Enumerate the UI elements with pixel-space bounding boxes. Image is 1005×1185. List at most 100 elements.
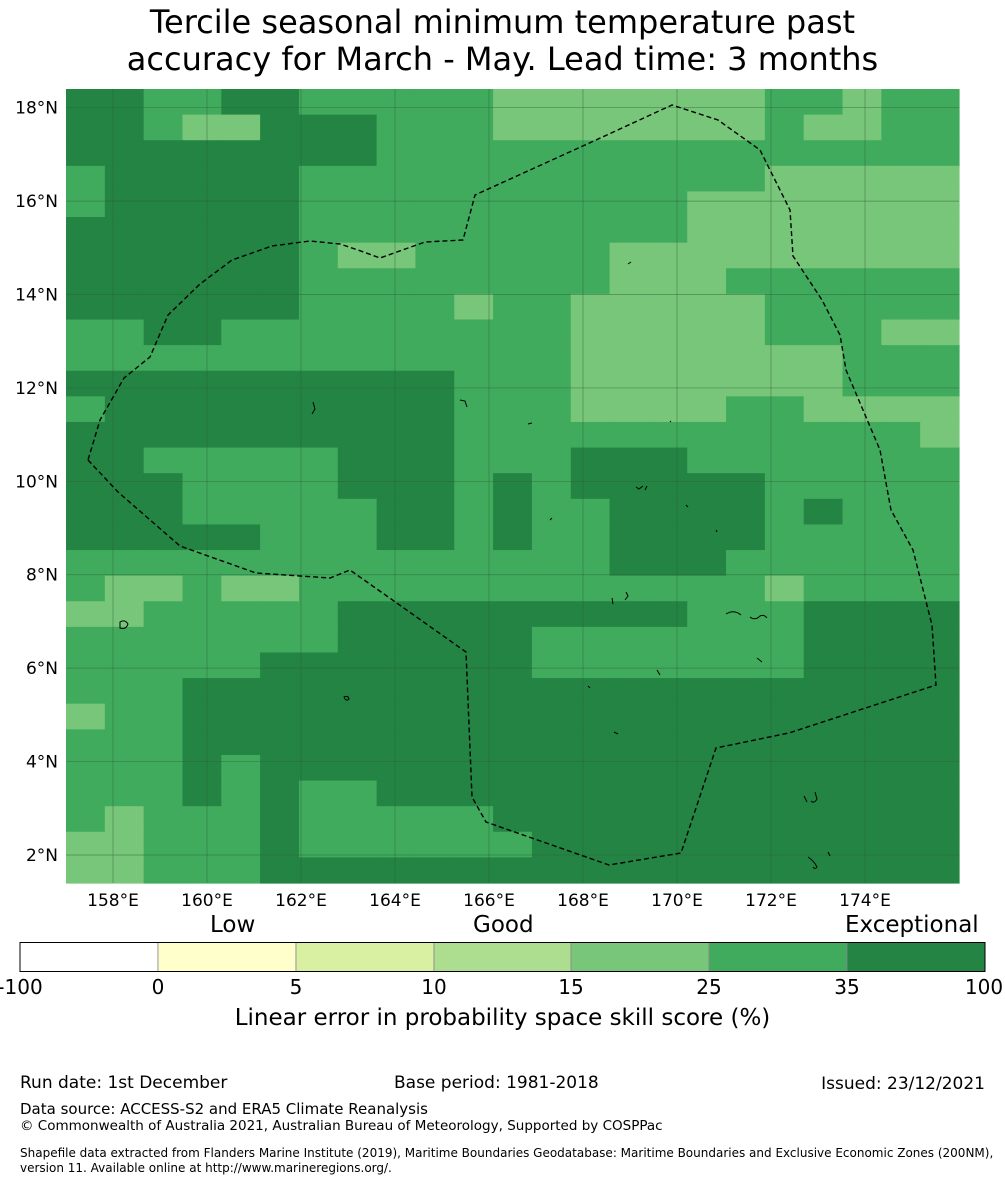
grid-cell (221, 242, 261, 269)
grid-cell (182, 626, 222, 654)
grid-cell (182, 575, 222, 602)
grid-cell (66, 447, 106, 474)
grid-cell (531, 345, 572, 372)
grid-cell (298, 754, 339, 782)
grid-cell (376, 780, 417, 807)
colorbar-segment (295, 942, 435, 972)
colorbar-tick: 15 (558, 975, 584, 999)
grid-cell (570, 396, 611, 423)
grid-cell (609, 319, 649, 346)
grid-cell (104, 806, 145, 833)
colorbar-segments (19, 942, 986, 972)
grid-cell (920, 550, 960, 577)
grid-cell (337, 114, 378, 141)
grid-cell (454, 524, 494, 551)
grid-cell (104, 498, 145, 526)
grid-cell (726, 652, 766, 679)
grid-cell (376, 524, 417, 551)
grid-cell (337, 780, 378, 807)
grid-cell (298, 498, 339, 526)
grid-cell (298, 268, 339, 295)
grid-cell (764, 165, 805, 193)
grid-cell (764, 652, 805, 679)
grid-cell (493, 319, 533, 346)
grid-cell (687, 729, 727, 756)
grid-cell (143, 140, 184, 167)
grid-cell (104, 831, 145, 858)
grid-cell (415, 89, 455, 116)
grid-cell (687, 293, 727, 321)
grid-cell (881, 729, 921, 756)
grid-cell (454, 114, 494, 141)
colorbar-outline (19, 942, 986, 972)
grid-cell (609, 345, 649, 372)
grid-cell (298, 524, 339, 551)
grid-cell (803, 473, 844, 500)
grid-cell (842, 165, 882, 193)
grid-cell (842, 524, 882, 551)
grid-cell (726, 345, 766, 372)
grid-cell (803, 831, 844, 858)
grid-cell (66, 857, 106, 884)
grid-cell (454, 89, 494, 116)
grid-cell (920, 447, 960, 474)
grid-cell (493, 857, 533, 884)
grid-cell (376, 626, 417, 654)
grid-cell (260, 729, 300, 756)
grid-cell (726, 396, 766, 423)
grid-cell (726, 370, 766, 397)
grid-cell (803, 729, 844, 756)
grid-cell (221, 524, 261, 551)
grid-cell (376, 806, 417, 833)
grid-cell (104, 626, 145, 654)
y-tick-label: 12°N (15, 379, 58, 399)
grid-cell (298, 140, 339, 167)
grid-cell (764, 370, 805, 397)
grid-cell (531, 678, 572, 705)
y-tick-label: 16°N (15, 192, 58, 212)
grid-cell (803, 678, 844, 705)
grid-cell (531, 473, 572, 500)
island-outlines (119, 261, 831, 869)
grid-cell (298, 575, 339, 602)
grid-cell (143, 345, 184, 372)
grid-cell (337, 268, 378, 295)
grid-cell (66, 293, 106, 321)
grid-cell (570, 345, 611, 372)
grid-cell (881, 293, 921, 321)
grid-cell (182, 652, 222, 679)
grid-cell (570, 370, 611, 397)
grid-cell (881, 703, 921, 730)
grid-cell (66, 242, 106, 269)
grid-cell (454, 370, 494, 397)
grid-cell (260, 114, 300, 141)
grid-cell (570, 754, 611, 782)
grid-cell (454, 703, 494, 730)
grid-cell (803, 447, 844, 474)
grid-cell (570, 652, 611, 679)
grid-cell (66, 268, 106, 295)
grid-cell (764, 806, 805, 833)
grid-cell (221, 165, 261, 193)
grid-cell (881, 601, 921, 628)
grid-cell (881, 780, 921, 807)
grid-cell (376, 575, 417, 602)
grid-cell (104, 268, 145, 295)
grid-cell (531, 191, 572, 218)
grid-cell (415, 498, 455, 526)
colorbar-tick: 25 (696, 975, 722, 999)
grid-cell (298, 345, 339, 372)
grid-cell (415, 319, 455, 346)
grid-cell (881, 345, 921, 372)
grid-cell (648, 550, 688, 577)
grid-cell (726, 754, 766, 782)
grid-cell (298, 550, 339, 577)
grid-cell (920, 217, 960, 244)
grid-cell (337, 652, 378, 679)
grid-cell (726, 780, 766, 807)
grid-cell (493, 550, 533, 577)
grid-cell (337, 421, 378, 449)
island-outline (803, 791, 818, 803)
grid-cell (687, 678, 727, 705)
grid-cell (143, 447, 184, 474)
